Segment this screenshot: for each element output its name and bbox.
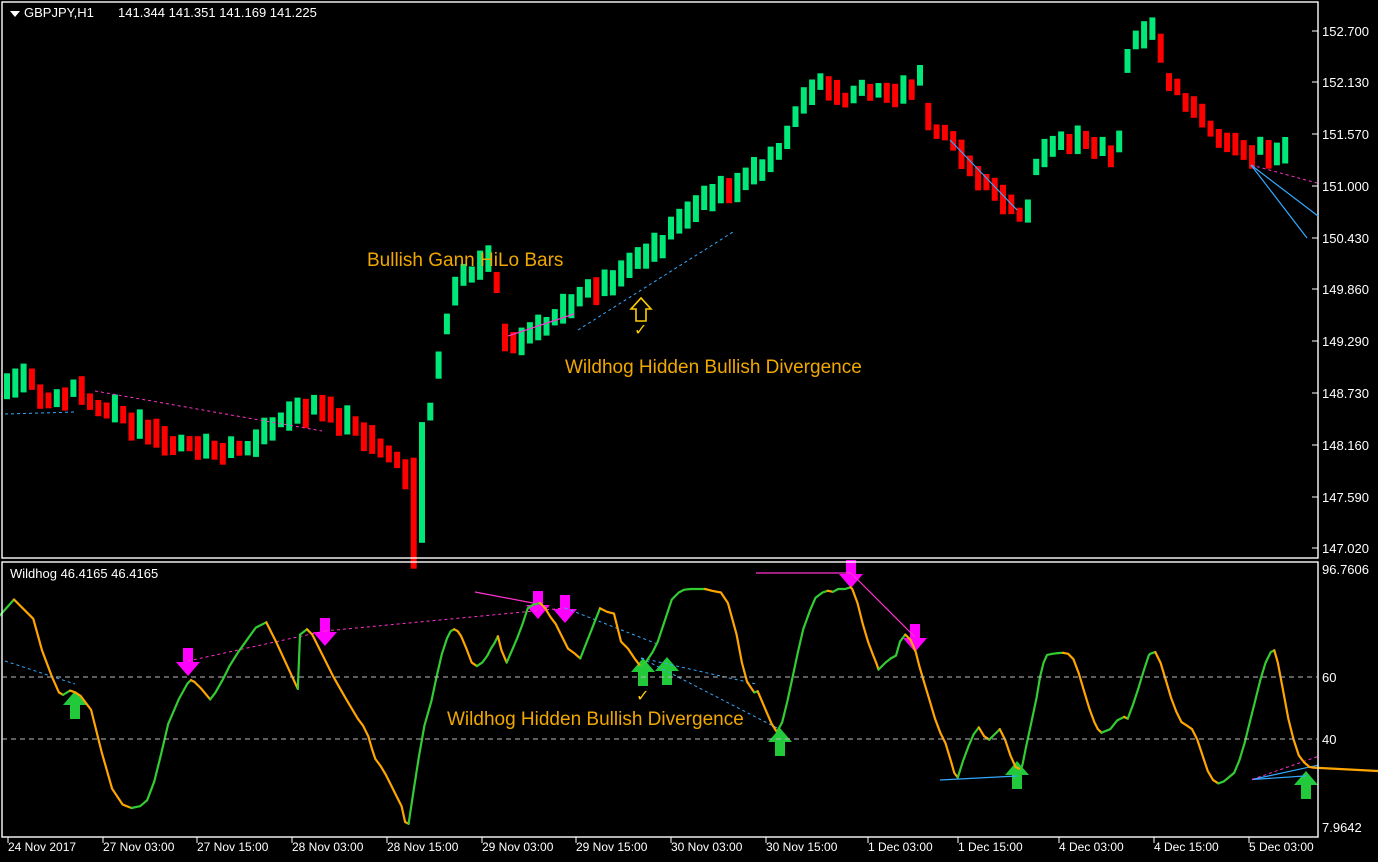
- svg-text:151.570: 151.570: [1322, 127, 1369, 142]
- svg-text:1 Dec 15:00: 1 Dec 15:00: [958, 840, 1023, 854]
- svg-text:152.130: 152.130: [1322, 75, 1369, 90]
- svg-text:Wildhog Hidden Bullish Diverge: Wildhog Hidden Bullish Divergence: [447, 709, 744, 730]
- svg-text:29 Nov 15:00: 29 Nov 15:00: [576, 840, 648, 854]
- svg-text:40: 40: [1322, 732, 1336, 747]
- svg-text:Wildhog 46.4165 46.4165: Wildhog 46.4165 46.4165: [10, 566, 158, 581]
- svg-text:Wildhog Hidden Bullish Diverge: Wildhog Hidden Bullish Divergence: [565, 357, 862, 378]
- svg-text:148.160: 148.160: [1322, 438, 1369, 453]
- svg-text:5 Dec 03:00: 5 Dec 03:00: [1249, 840, 1314, 854]
- svg-text:27 Nov 15:00: 27 Nov 15:00: [197, 840, 269, 854]
- svg-text:24 Nov 2017: 24 Nov 2017: [8, 840, 76, 854]
- svg-text:152.700: 152.700: [1322, 24, 1369, 39]
- svg-text:149.860: 149.860: [1322, 282, 1369, 297]
- svg-text:4 Dec 03:00: 4 Dec 03:00: [1059, 840, 1124, 854]
- svg-text:141.344 141.351 141.169 141.22: 141.344 141.351 141.169 141.225: [118, 5, 317, 20]
- svg-text:149.290: 149.290: [1322, 334, 1369, 349]
- svg-text:27 Nov 03:00: 27 Nov 03:00: [103, 840, 175, 854]
- svg-text:✓: ✓: [634, 322, 647, 339]
- svg-text:28 Nov 03:00: 28 Nov 03:00: [292, 840, 364, 854]
- svg-text:151.000: 151.000: [1322, 179, 1369, 194]
- svg-text:✓: ✓: [636, 688, 649, 705]
- svg-text:GBPJPY,H1: GBPJPY,H1: [24, 5, 94, 20]
- svg-text:29 Nov 03:00: 29 Nov 03:00: [482, 840, 554, 854]
- svg-text:28 Nov 15:00: 28 Nov 15:00: [387, 840, 459, 854]
- svg-text:4 Dec 15:00: 4 Dec 15:00: [1154, 840, 1219, 854]
- svg-text:150.430: 150.430: [1322, 231, 1369, 246]
- svg-text:96.7606: 96.7606: [1322, 562, 1369, 577]
- svg-text:7.9642: 7.9642: [1322, 820, 1362, 835]
- svg-text:1 Dec 03:00: 1 Dec 03:00: [868, 840, 933, 854]
- svg-text:Bullish Gann HiLo Bars: Bullish Gann HiLo Bars: [367, 250, 563, 271]
- svg-text:147.020: 147.020: [1322, 541, 1369, 556]
- svg-text:147.590: 147.590: [1322, 490, 1369, 505]
- svg-text:30 Nov 03:00: 30 Nov 03:00: [671, 840, 743, 854]
- svg-text:60: 60: [1322, 670, 1336, 685]
- svg-text:148.730: 148.730: [1322, 386, 1369, 401]
- svg-text:30 Nov 15:00: 30 Nov 15:00: [766, 840, 838, 854]
